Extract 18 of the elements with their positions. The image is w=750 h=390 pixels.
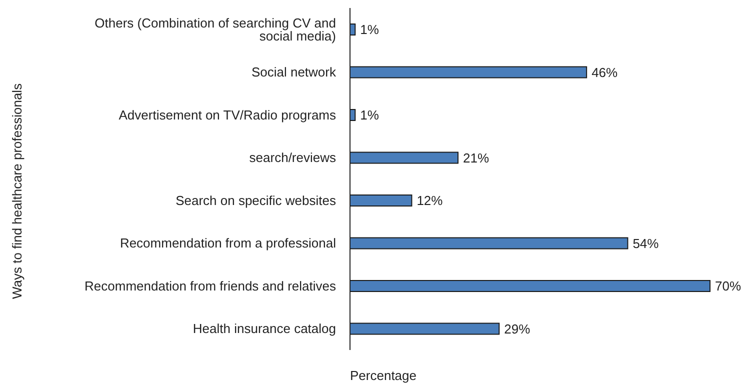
y-axis-title: Ways to find healthcare professionals <box>10 82 25 299</box>
data-label: 70% <box>715 278 742 294</box>
y-tick-label: Health insurance catalog <box>192 321 336 336</box>
y-tick-label: Social network <box>251 64 336 80</box>
y-tick-label: Search on specific websites <box>176 192 336 208</box>
data-label: 1% <box>360 22 380 38</box>
data-label: 54% <box>632 236 660 251</box>
y-tick-label: Recommendation from a professional <box>120 236 336 251</box>
y-tick-label: search/reviews <box>249 150 336 166</box>
data-label: 12% <box>416 193 444 208</box>
data-label: 29% <box>504 321 531 336</box>
data-label: 46% <box>592 64 618 80</box>
data-label: 1% <box>360 108 380 123</box>
y-tick-label: Recommendation from friends and relatives <box>84 278 336 294</box>
data-label: 21% <box>463 150 490 166</box>
x-axis-title: Percentage <box>350 368 416 383</box>
y-tick-label: Advertisement on TV/Radio programs <box>118 107 336 122</box>
y-tick-label: Others (Combination of searching CV and social media) <box>94 15 336 44</box>
